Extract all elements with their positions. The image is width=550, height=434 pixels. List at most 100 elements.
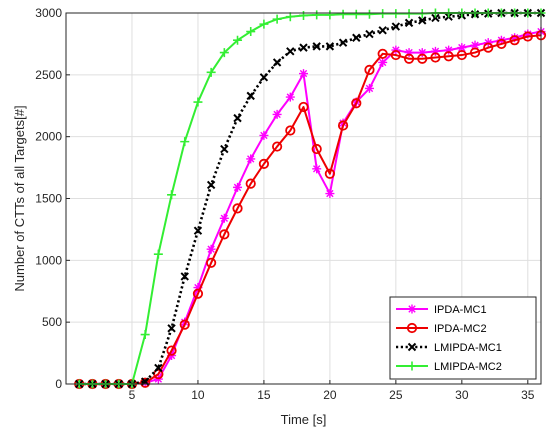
x-axis-label: Time [s] <box>281 412 327 427</box>
data-point <box>364 64 375 75</box>
data-point <box>299 69 308 79</box>
data-point <box>285 125 296 136</box>
data-point <box>483 42 494 53</box>
data-point <box>298 101 309 113</box>
data-point <box>338 9 348 19</box>
data-point <box>258 158 270 169</box>
data-point <box>232 203 243 214</box>
data-point <box>233 35 243 45</box>
legend-marker <box>407 342 417 352</box>
legend-label: IPDA-MC2 <box>434 323 487 335</box>
data-point <box>154 363 163 373</box>
data-point <box>206 257 217 268</box>
data-point <box>233 113 242 123</box>
data-point <box>140 377 151 388</box>
data-point <box>417 48 427 58</box>
data-point <box>220 144 229 154</box>
data-point <box>312 42 321 51</box>
data-point <box>324 168 335 179</box>
data-point <box>338 38 348 47</box>
data-point <box>312 10 322 20</box>
legend-label: LMIPDA-MC2 <box>434 361 502 373</box>
data-point <box>167 190 177 200</box>
data-point <box>299 43 308 52</box>
x-tick-label: 5 <box>129 388 136 402</box>
data-point <box>153 249 163 259</box>
data-point <box>404 9 414 19</box>
data-point <box>431 13 440 23</box>
data-point <box>352 33 361 42</box>
x-tick-label: 20 <box>323 388 337 402</box>
y-tick-label: 1500 <box>35 192 62 206</box>
y-tick-label: 2500 <box>35 68 62 82</box>
y-tick-label: 2000 <box>35 130 62 144</box>
data-point <box>403 53 415 64</box>
data-point <box>470 40 480 50</box>
data-point <box>246 91 255 101</box>
data-point <box>272 14 282 24</box>
data-point <box>523 29 533 39</box>
data-point <box>206 67 216 77</box>
data-point <box>443 51 454 62</box>
data-point <box>510 33 520 43</box>
legend-marker <box>407 361 417 371</box>
data-point <box>496 38 507 50</box>
data-point <box>166 345 177 356</box>
y-tick-label: 0 <box>55 377 62 391</box>
data-point <box>192 288 204 299</box>
data-point <box>456 49 467 61</box>
data-point <box>337 120 349 131</box>
x-tick-label: 35 <box>521 388 535 402</box>
legend-label: LMIPDA-MC1 <box>434 342 502 354</box>
axes-layer: 5 10 15 20 25 30 35 0 500 1000 1500 2000 2500 3000 <box>35 6 535 402</box>
data-point <box>430 46 440 56</box>
data-point <box>417 9 427 19</box>
legend-marker <box>406 322 418 334</box>
data-point <box>418 16 427 25</box>
x-tick-label: 25 <box>389 388 403 402</box>
data-point <box>378 26 387 35</box>
data-point <box>522 31 533 42</box>
data-point <box>219 213 229 223</box>
data-point <box>206 244 216 254</box>
data-point <box>391 22 401 31</box>
data-point <box>469 47 481 58</box>
data-point <box>509 35 520 46</box>
data-point <box>365 29 374 39</box>
data-point <box>430 52 441 63</box>
data-point <box>206 180 216 190</box>
data-point <box>193 97 203 107</box>
y-axis-label: Number of CTTs of all Targets[#] <box>12 105 27 291</box>
data-point <box>140 330 150 340</box>
data-point <box>272 58 282 67</box>
data-point <box>259 73 269 82</box>
data-point <box>378 57 388 67</box>
data-point <box>272 109 282 119</box>
x-tick-label: 10 <box>191 388 205 402</box>
legend-label: IPDA-MC1 <box>434 304 487 316</box>
data-point <box>312 164 322 174</box>
data-point <box>338 118 348 128</box>
data-point <box>364 9 374 19</box>
data-point <box>404 18 414 28</box>
data-point <box>378 9 388 19</box>
y-tick-label: 500 <box>42 315 62 329</box>
data-point <box>364 83 374 93</box>
data-point <box>325 189 335 199</box>
data-point <box>377 48 388 59</box>
y-tick-label: 1000 <box>35 253 62 267</box>
x-tick-label: 15 <box>257 388 271 402</box>
data-point <box>259 19 269 29</box>
data-point <box>299 10 308 20</box>
data-point <box>285 12 295 22</box>
x-tick-label: 30 <box>455 388 469 402</box>
data-point <box>193 226 203 235</box>
data-point <box>245 178 256 189</box>
data-point <box>457 43 467 53</box>
y-tick-label: 3000 <box>35 6 62 20</box>
data-point <box>286 47 295 56</box>
data-point <box>180 272 189 281</box>
data-point <box>180 137 190 147</box>
legend-marker <box>407 304 417 314</box>
